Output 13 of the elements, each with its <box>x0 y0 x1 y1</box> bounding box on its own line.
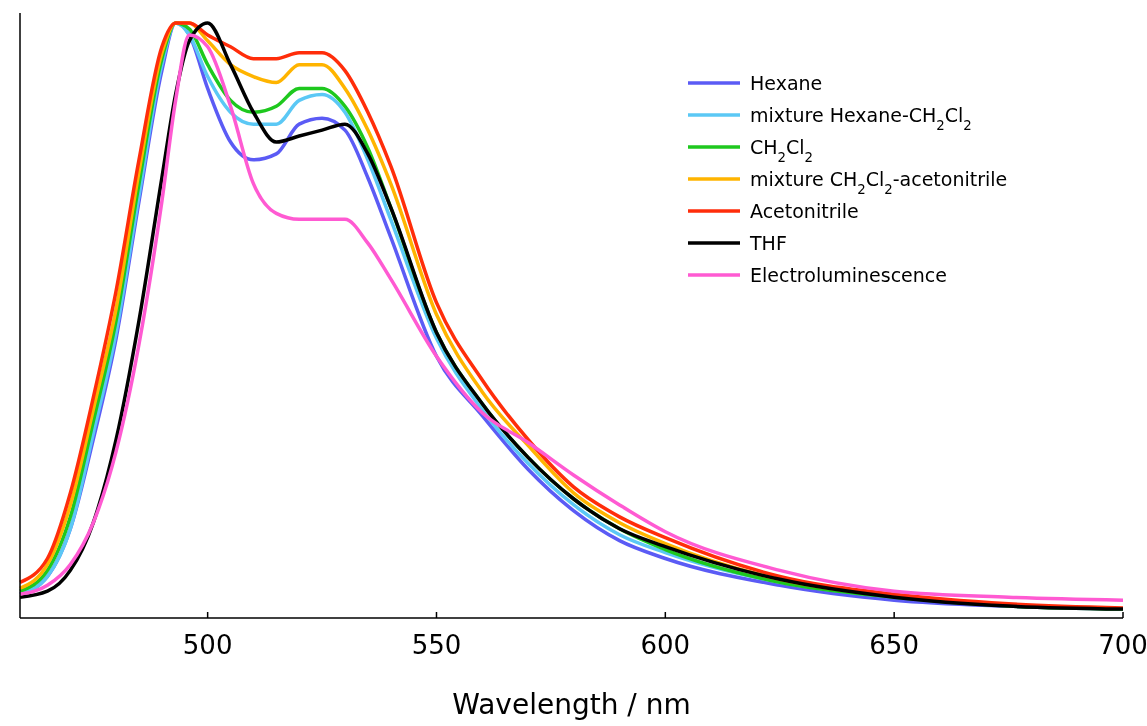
legend-label: Acetonitrile <box>750 200 859 222</box>
x-tick-label: 550 <box>411 630 462 660</box>
legend-label: CH$_{2}$Cl$_{2}$ <box>750 136 814 165</box>
x-tick-label: 650 <box>869 630 919 660</box>
legend-label: Electroluminescence <box>750 264 947 286</box>
x-tick-label: 500 <box>182 630 233 660</box>
legend-label: Hexane <box>750 72 823 94</box>
x-tick-label: 600 <box>640 630 691 660</box>
legend-label: THF <box>749 232 787 254</box>
legend-label: mixture CH$_{2}$Cl$_{2}$-acetonitrile <box>750 168 1008 197</box>
x-tick-label: 700 <box>1098 630 1147 660</box>
legend-label: mixture Hexane-CH$_{2}$Cl$_{2}$ <box>750 104 972 133</box>
x-axis-title: Wavelength / nm <box>452 688 691 721</box>
